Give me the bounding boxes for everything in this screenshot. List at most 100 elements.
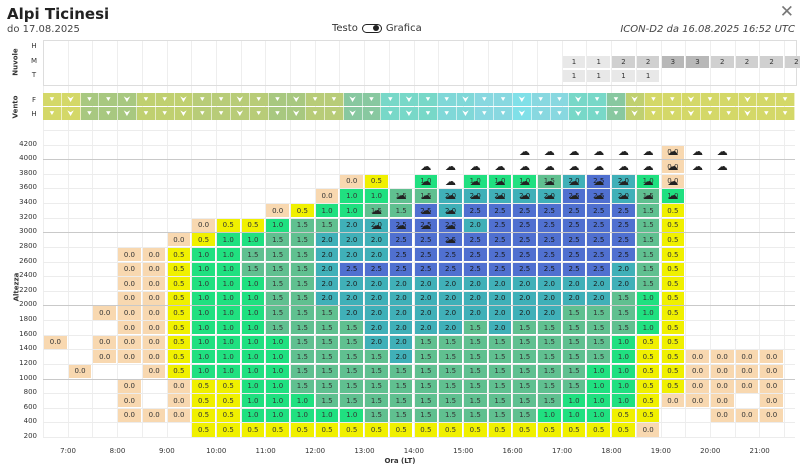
thermal-cell: 2.0	[365, 218, 388, 232]
thermal-cell: 0.5	[414, 423, 438, 437]
thermal-cell: 1.0	[241, 291, 265, 305]
cloud-cell: 2	[760, 56, 783, 68]
wind-cell: ⯆	[362, 107, 382, 120]
altitude-gridline	[43, 188, 795, 190]
cloud-icon: ☁	[543, 174, 555, 188]
thermal-cell: 1.5	[291, 247, 314, 262]
wind-cell: ⯆	[437, 93, 457, 106]
thermal-cell: 2.5	[562, 189, 586, 203]
thermal-cell: 2.0	[414, 277, 438, 291]
thermal-cell: 0.5	[315, 423, 339, 437]
thermal-cell: 0.0	[661, 174, 685, 188]
wind-cell: ⯆	[607, 107, 626, 120]
y-tick-label: 4200	[19, 139, 37, 148]
thermal-cell: 1.0	[266, 364, 289, 379]
thermal-cell: 2.5	[365, 262, 388, 276]
hour-gridline	[462, 40, 464, 437]
thermal-cell: 1.5	[463, 394, 487, 408]
thermal-cell: 1.0	[241, 321, 265, 335]
thermal-cell: 2.0	[463, 291, 487, 305]
thermal-cell: 1.5	[636, 189, 660, 203]
thermal-cell: 1.5	[488, 379, 512, 393]
wind-cell: ⯆	[43, 107, 62, 120]
thermal-cell: 0.0	[735, 379, 759, 393]
thermal-cell: 1.0	[340, 189, 364, 203]
wind-cell: ⮟	[569, 93, 589, 106]
thermal-cell: 1.5	[266, 306, 289, 320]
thermal-cell: 0.5	[167, 335, 191, 349]
thermal-cell: 1.5	[315, 335, 339, 349]
wind-cell: ⯆	[268, 107, 288, 120]
wind-cell: ⯆	[437, 107, 457, 120]
wind-cell: ⯆	[137, 107, 156, 120]
hour-gridline	[438, 40, 440, 437]
toggle-switch[interactable]	[361, 24, 382, 33]
thermal-cell: 0.5	[241, 218, 265, 232]
wind-cell: ⮟	[738, 107, 758, 120]
thermal-cell: 2.5	[414, 204, 438, 218]
thermal-cell: 0.5	[216, 408, 240, 422]
thermal-cell: 0.5	[167, 321, 191, 335]
thermal-cell: 0.0	[167, 379, 191, 393]
thermal-cell: 1.0	[587, 379, 611, 393]
cloud-icon: ☁	[543, 189, 555, 203]
hour-gridline	[314, 40, 316, 437]
thermal-cell: 2.0	[513, 291, 536, 305]
thermal-cell: 2.0	[538, 306, 561, 320]
thermal-cell: 2.0	[315, 262, 339, 276]
thermal-cell: 1.5	[538, 174, 561, 188]
view-toggle[interactable]: Testo Grafica	[332, 23, 422, 34]
thermal-cell: 0.0	[686, 350, 709, 364]
x-tick-label: 9:00	[158, 447, 175, 455]
wind-cell: ⯆	[701, 93, 720, 106]
thermal-cell: 2.5	[488, 262, 512, 276]
thermal-cell: 2.5	[439, 218, 462, 232]
thermal-cell: 0.5	[463, 423, 487, 437]
thermal-cell: 1.5	[291, 262, 314, 276]
wind-cell: ⯆	[588, 93, 607, 106]
thermal-cell: 1.5	[291, 218, 314, 232]
thermal-cell: 0.5	[167, 262, 191, 276]
thermal-cell: 1.5	[463, 321, 487, 335]
cloud-icon: ☁	[420, 160, 432, 174]
thermal-cell: 0.0	[686, 379, 709, 393]
thermal-cell: 0.0	[118, 350, 141, 364]
thermal-cell: 1.0	[587, 364, 611, 379]
thermal-cell: 1.5	[612, 306, 635, 320]
hour-gridline	[364, 40, 366, 437]
thermal-cell: 1.5	[513, 335, 536, 349]
x-tick-label: 7:00	[60, 447, 76, 455]
cloud-cell: 1	[562, 56, 586, 68]
altitude-gridline	[43, 203, 795, 205]
thermal-cell: 1.0	[266, 218, 289, 232]
hour-gridline	[586, 40, 588, 437]
thermal-cell: 2.0	[488, 189, 512, 203]
y-tick-label: 1000	[19, 373, 37, 382]
thermal-cell: 1.5	[291, 321, 314, 335]
y-tick-label: 600	[23, 402, 37, 411]
cloud-icon: ☁	[617, 145, 629, 159]
thermal-cell: 0.5	[661, 218, 685, 232]
wind-cell: ⯆	[249, 107, 269, 120]
cloud-icon: ☁	[445, 218, 457, 232]
thermal-cell: 1.5	[365, 204, 388, 218]
altitude-gridline	[43, 276, 795, 278]
wind-cell: ⮟	[513, 107, 532, 120]
cloud-icon: ☁	[519, 160, 531, 174]
y-tick-label: 400	[23, 417, 37, 426]
x-tick-label: 11:00	[255, 447, 276, 455]
toggle-text-label[interactable]: Testo	[332, 23, 358, 34]
thermal-cell: 1.5	[439, 350, 462, 364]
thermal-cell: 1.5	[439, 364, 462, 379]
thermal-cell: 2.0	[389, 306, 413, 320]
thermal-cell: 1.0	[241, 408, 265, 422]
close-icon[interactable]: ✕	[779, 2, 794, 22]
cloud-icon: ☁	[445, 203, 457, 217]
thermal-cell: 2.0	[439, 321, 462, 335]
wind-cell: ⯆	[325, 107, 344, 120]
y-tick-label: 3200	[19, 212, 37, 221]
wind-cell: ⯆	[776, 107, 795, 120]
altitude-gridline	[43, 305, 795, 307]
toggle-graphic-label[interactable]: Grafica	[385, 23, 422, 34]
thermal-cell: 1.5	[488, 394, 512, 408]
